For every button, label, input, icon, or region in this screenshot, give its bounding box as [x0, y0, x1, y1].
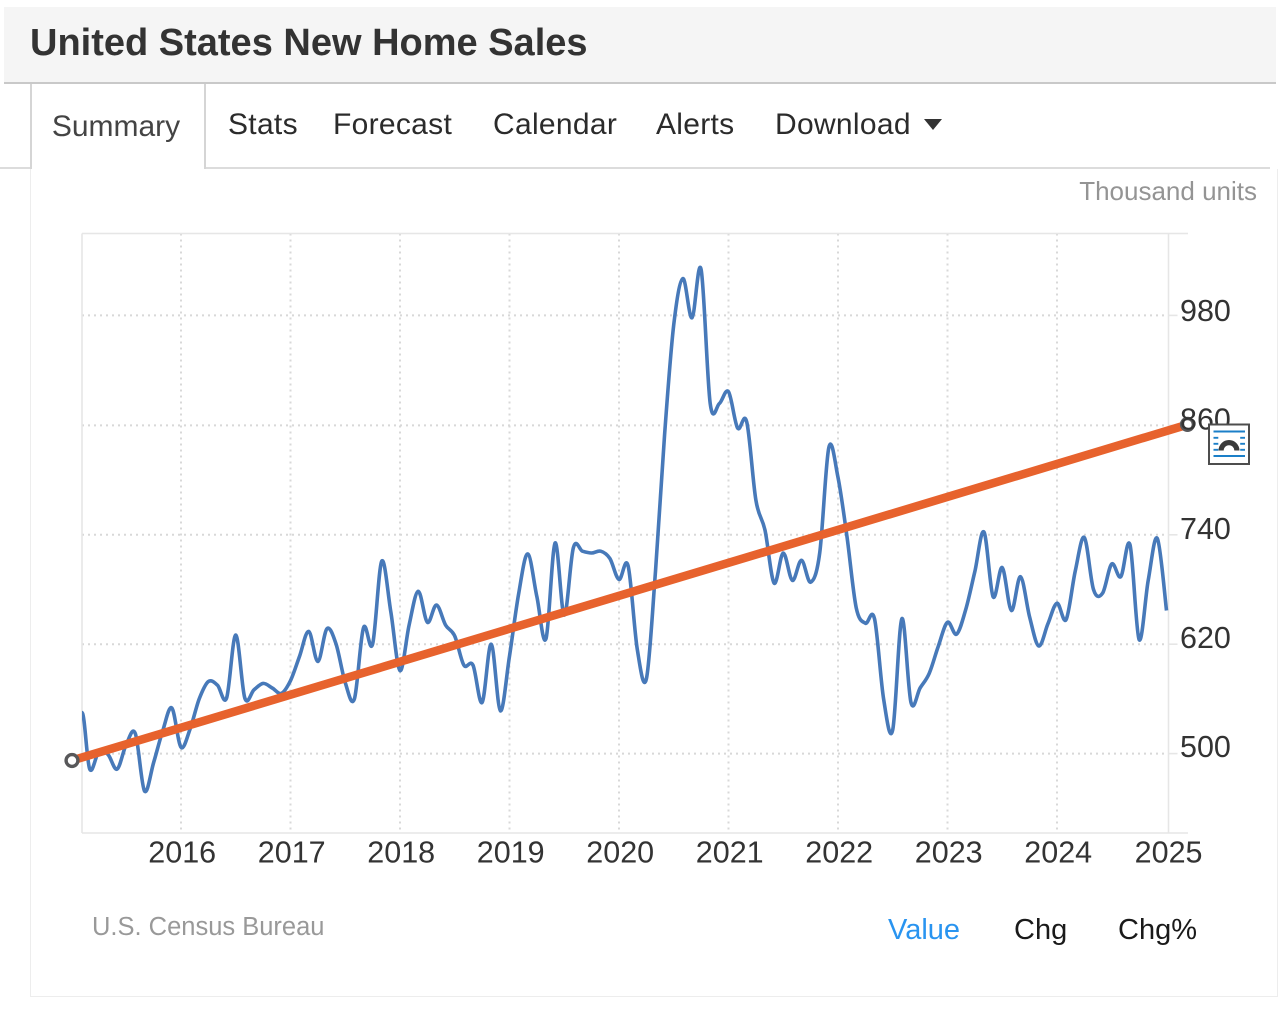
svg-text:2023: 2023	[915, 836, 983, 870]
svg-text:740: 740	[1180, 512, 1231, 546]
svg-text:2022: 2022	[805, 836, 873, 870]
svg-text:620: 620	[1180, 621, 1231, 655]
svg-text:2016: 2016	[148, 836, 216, 870]
svg-text:2018: 2018	[367, 836, 435, 870]
svg-text:2021: 2021	[696, 836, 764, 870]
svg-text:2024: 2024	[1024, 836, 1092, 870]
svg-text:2017: 2017	[258, 836, 326, 870]
svg-text:980: 980	[1180, 294, 1231, 328]
svg-text:2019: 2019	[477, 836, 545, 870]
svg-text:2020: 2020	[586, 836, 654, 870]
svg-text:500: 500	[1180, 730, 1231, 764]
svg-text:2025: 2025	[1135, 836, 1203, 870]
